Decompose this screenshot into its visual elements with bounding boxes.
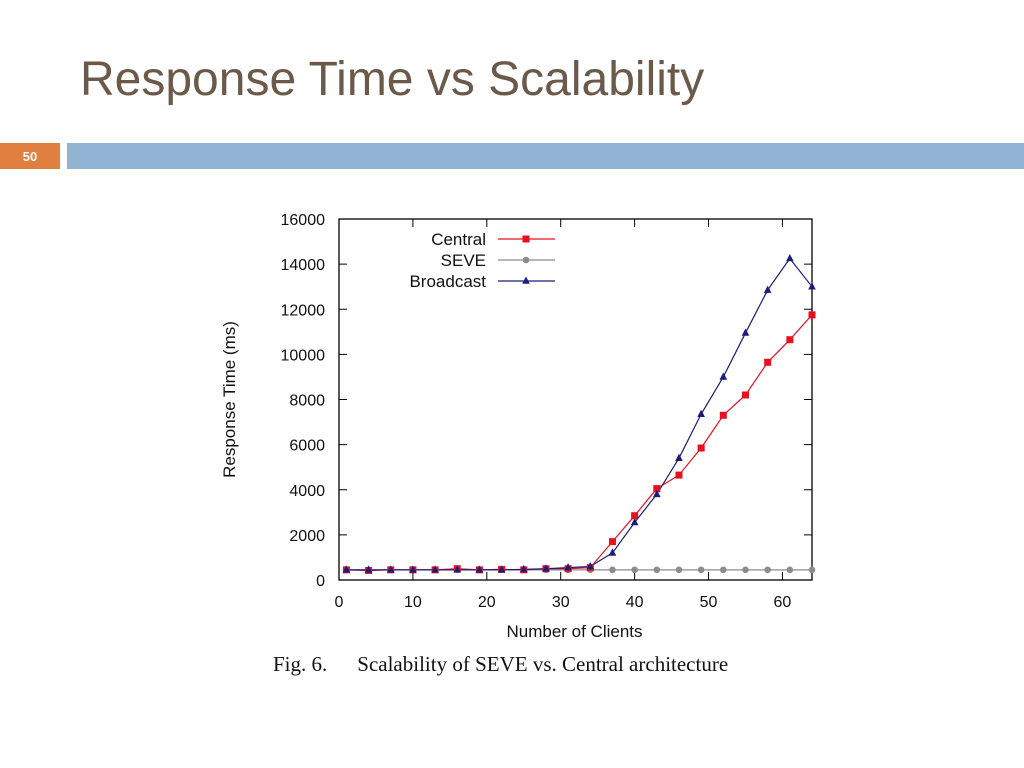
seve-data-point — [697, 566, 705, 574]
broadcast-series-line — [346, 257, 813, 571]
x-tick-label: 10 — [404, 594, 422, 611]
broadcast-data-point — [497, 565, 506, 573]
seve-data-point — [764, 566, 771, 574]
broadcast-data-point — [564, 563, 572, 571]
x-tick-label: 20 — [478, 594, 496, 611]
x-axis-label: Number of Clients — [506, 622, 642, 641]
central-data-point — [675, 471, 683, 479]
legend-marker-central — [522, 235, 530, 243]
x-tick-label: 0 — [335, 594, 344, 611]
y-tick-label: 2000 — [289, 528, 325, 545]
broadcast-data-point — [542, 564, 550, 572]
x-tick-label: 60 — [774, 594, 792, 611]
broadcast-data-point — [364, 565, 373, 573]
seve-data-point — [653, 566, 661, 574]
legend-marker-broadcast — [522, 276, 530, 284]
title-divider-bar — [67, 143, 1024, 169]
seve-data-point — [609, 566, 616, 574]
figure-caption-label: Fig. 6. — [273, 652, 328, 676]
central-data-point — [808, 311, 816, 319]
x-tick-label: 40 — [626, 594, 644, 611]
broadcast-data-point — [608, 548, 617, 556]
broadcast-data-point — [763, 285, 772, 293]
central-series-line — [346, 314, 813, 572]
legend-marker-seve — [522, 256, 530, 264]
central-data-point — [764, 358, 772, 366]
central-data-point — [608, 538, 616, 546]
broadcast-data-point — [431, 565, 439, 573]
y-tick-label: 10000 — [281, 347, 326, 364]
x-tick-label: 30 — [552, 594, 570, 611]
broadcast-data-point — [386, 565, 395, 573]
y-tick-label: 12000 — [281, 302, 326, 319]
legend-label-seve: SEVE — [441, 251, 486, 270]
y-tick-label: 8000 — [289, 393, 325, 410]
y-tick-label: 14000 — [281, 257, 326, 274]
page-number-badge: 50 — [0, 143, 60, 169]
seve-data-point — [720, 566, 727, 574]
broadcast-data-point — [786, 253, 794, 262]
broadcast-data-point — [652, 489, 661, 498]
seve-data-point — [631, 566, 638, 574]
y-tick-label: 6000 — [289, 438, 325, 455]
y-axis-label: Response Time (ms) — [220, 321, 239, 478]
broadcast-data-point — [342, 565, 351, 573]
broadcast-data-point — [675, 453, 683, 461]
figure-caption-text: Scalability of SEVE vs. Central architec… — [357, 652, 729, 676]
seve-data-point — [742, 566, 749, 574]
central-data-point — [631, 512, 639, 520]
broadcast-data-point — [808, 282, 816, 290]
y-tick-label: 0 — [316, 573, 325, 590]
figure-caption: Fig. 6. Scalability of SEVE vs. Central a… — [273, 652, 728, 677]
y-tick-label: 4000 — [289, 483, 325, 500]
broadcast-data-point — [519, 564, 528, 573]
central-data-point — [741, 391, 749, 399]
seve-data-point — [808, 566, 816, 574]
broadcast-data-point — [475, 565, 484, 573]
broadcast-data-point — [630, 517, 639, 526]
y-tick-label: 16000 — [281, 212, 326, 229]
seve-data-point — [786, 566, 794, 574]
broadcast-data-point — [741, 328, 750, 336]
central-data-point — [719, 411, 727, 419]
broadcast-data-point — [697, 409, 705, 417]
seve-data-point — [675, 566, 683, 574]
broadcast-data-point — [409, 565, 417, 573]
x-tick-label: 50 — [700, 594, 718, 611]
slide-title: Response Time vs Scalability — [80, 53, 705, 106]
central-data-point — [786, 336, 794, 344]
broadcast-data-point — [586, 561, 595, 570]
central-data-point — [653, 485, 661, 493]
broadcast-data-point — [453, 565, 462, 573]
legend-label-central: Central — [431, 230, 486, 249]
broadcast-data-point — [719, 372, 728, 380]
legend-label-broadcast: Broadcast — [409, 272, 486, 291]
central-data-point — [697, 444, 705, 452]
